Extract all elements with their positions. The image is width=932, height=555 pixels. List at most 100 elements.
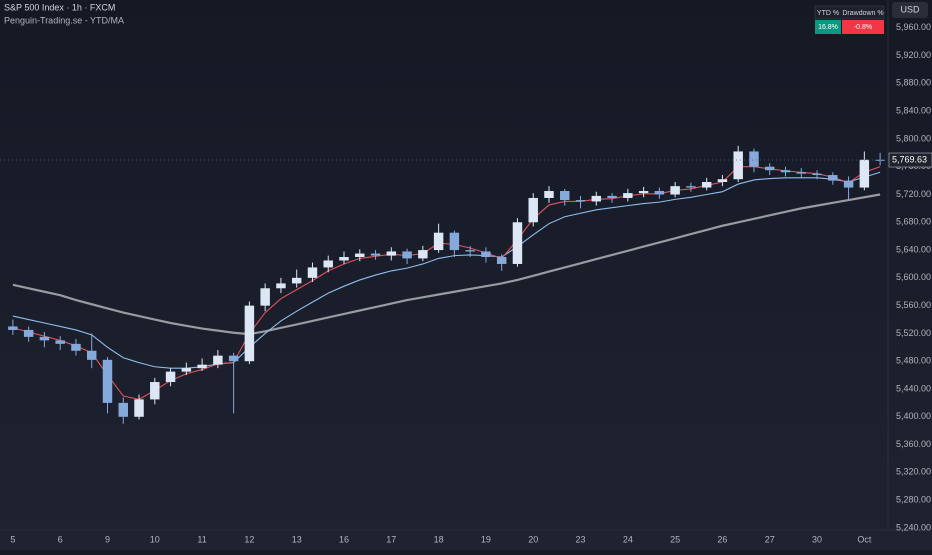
candle-body — [213, 355, 223, 365]
x-tick-label: 19 — [481, 534, 491, 544]
candle-body — [71, 343, 81, 351]
x-tick-label: 18 — [434, 534, 444, 544]
x-tick-label: 9 — [105, 534, 110, 544]
candle-body — [228, 355, 239, 362]
x-tick-label: 24 — [623, 534, 633, 544]
x-tick-label: 11 — [197, 534, 206, 544]
candle-body — [307, 267, 318, 278]
x-tick-label: 17 — [386, 534, 396, 544]
ytd-cell — [815, 20, 841, 34]
currency-label[interactable]: USD — [900, 4, 920, 14]
y-tick-label: 5,840.00 — [896, 106, 931, 116]
y-tick-label: 5,280.00 — [896, 495, 931, 505]
candle-body — [607, 195, 617, 198]
candle-body — [150, 382, 160, 400]
chart-subtitle: Penguin-Trading.se - YTD/MA — [4, 15, 124, 25]
moving-average-line — [12, 171, 881, 369]
y-tick-label: 5,880.00 — [896, 78, 931, 88]
table-header — [814, 5, 885, 20]
candle-body — [165, 371, 176, 383]
candle-body — [402, 251, 412, 259]
candle-body — [323, 260, 333, 268]
table-value: 16.8% — [818, 24, 838, 31]
candle-body — [496, 257, 507, 264]
y-tick-label: 5,440.00 — [896, 383, 931, 393]
candle-body — [134, 399, 144, 417]
candle-body — [355, 253, 365, 258]
candle-body — [843, 180, 854, 188]
last-price-box — [888, 152, 932, 168]
y-tick-label: 5,480.00 — [896, 356, 931, 366]
x-tick-label: 30 — [812, 534, 822, 544]
x-tick-label: 12 — [244, 534, 254, 544]
candle-body — [623, 193, 633, 198]
candle-body — [339, 257, 349, 261]
x-tick-label: 23 — [576, 534, 586, 544]
candle-body — [102, 359, 113, 403]
candle-body — [260, 288, 270, 306]
x-tick-label: 20 — [528, 534, 538, 544]
candle-body — [197, 364, 207, 369]
candle-body — [686, 186, 696, 188]
candle-body — [780, 170, 791, 173]
x-tick-label: Oct — [857, 534, 872, 544]
candle-body — [449, 232, 460, 251]
candle-body — [575, 200, 586, 202]
candle-body — [276, 283, 286, 289]
candle-body — [481, 251, 491, 258]
x-tick-label: 10 — [150, 534, 160, 544]
candle-body — [39, 336, 50, 341]
y-tick-label: 5,600.00 — [896, 272, 931, 282]
y-tick-label: 5,240.00 — [896, 522, 931, 532]
candle-body — [749, 151, 759, 167]
chart-title: S&P 500 Index · 1h · FXCM — [4, 2, 115, 12]
x-tick-label: 6 — [58, 534, 63, 544]
candle-body — [433, 232, 444, 251]
y-tick-label: 5,680.00 — [896, 217, 931, 227]
candle-body — [733, 151, 743, 180]
moving-average-line — [12, 193, 881, 336]
currency-button[interactable] — [892, 2, 928, 18]
candle-body — [812, 173, 822, 176]
y-tick-label: 5,520.00 — [896, 328, 931, 338]
candle-body — [528, 197, 538, 223]
y-tick-label: 5,720.00 — [896, 189, 931, 199]
candle-body — [386, 251, 397, 256]
x-tick-label: 27 — [765, 534, 775, 544]
x-tick-label: 25 — [670, 534, 680, 544]
candle-body — [859, 159, 870, 188]
candle-body — [86, 350, 97, 360]
table-header-cell: YTD % — [817, 10, 839, 17]
last-price-label: 5,769.63 — [892, 154, 927, 164]
y-tick-label: 5,560.00 — [896, 300, 931, 310]
candle-body — [654, 191, 665, 195]
candle-body — [291, 277, 302, 284]
candle-body — [717, 179, 728, 182]
candle-body — [544, 191, 554, 198]
candle-body — [765, 166, 775, 171]
candle-body — [828, 175, 838, 181]
candle-body — [370, 253, 381, 256]
y-tick-label: 5,640.00 — [896, 244, 931, 254]
candle-body — [181, 368, 192, 372]
y-tick-label: 5,920.00 — [896, 50, 931, 60]
candle-body — [55, 340, 65, 344]
candle-body — [560, 191, 570, 201]
candle-body — [796, 172, 807, 174]
x-tick-label: 26 — [717, 534, 727, 544]
drawdown-cell — [842, 20, 884, 34]
candle-body — [244, 305, 255, 362]
y-tick-label: 5,360.00 — [896, 439, 931, 449]
y-tick-label: 5,960.00 — [896, 22, 931, 32]
candle-body — [638, 191, 649, 194]
candle-body — [118, 402, 128, 417]
x-tick-label: 5 — [10, 534, 15, 544]
candle-body — [465, 250, 475, 252]
candle-body — [512, 222, 523, 264]
candle-body — [701, 181, 712, 188]
y-tick-label: 5,400.00 — [896, 411, 931, 421]
y-tick-label: 5,320.00 — [896, 467, 931, 477]
y-tick-label: 5,800.00 — [896, 133, 931, 143]
